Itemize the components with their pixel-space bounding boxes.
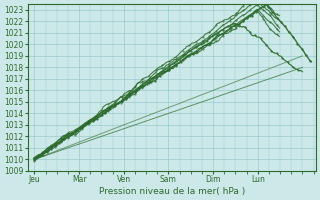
X-axis label: Pression niveau de la mer( hPa ): Pression niveau de la mer( hPa ) xyxy=(99,187,245,196)
